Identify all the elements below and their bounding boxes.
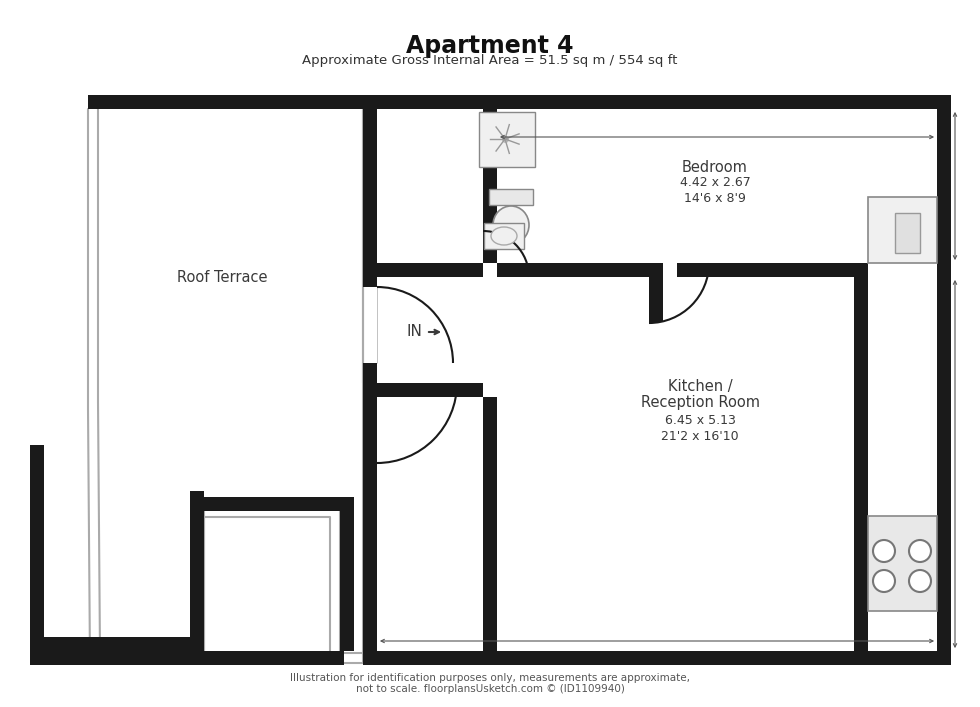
Bar: [88, 95, 363, 109]
Bar: [363, 363, 377, 665]
Bar: [377, 383, 483, 397]
Bar: [190, 491, 204, 651]
Text: Approximate Gross Internal Area = 51.5 sq m / 554 sq ft: Approximate Gross Internal Area = 51.5 s…: [302, 54, 678, 66]
Ellipse shape: [493, 206, 529, 244]
Text: Roof Terrace: Roof Terrace: [176, 269, 268, 284]
Bar: [363, 95, 951, 109]
Text: 6.45 x 5.13: 6.45 x 5.13: [664, 414, 735, 426]
Bar: [340, 506, 354, 651]
Bar: [479, 112, 535, 167]
Circle shape: [873, 570, 895, 592]
Bar: [30, 637, 190, 651]
Circle shape: [909, 570, 931, 592]
Bar: [363, 109, 377, 287]
Text: 4.42 x 2.67: 4.42 x 2.67: [679, 177, 751, 189]
Bar: [649, 277, 663, 322]
Bar: [937, 95, 951, 665]
Text: Kitchen /: Kitchen /: [667, 380, 732, 395]
Circle shape: [909, 540, 931, 562]
Circle shape: [873, 540, 895, 562]
Bar: [363, 651, 951, 665]
Text: 14'6 x 8'9: 14'6 x 8'9: [684, 192, 746, 206]
Text: Reception Room: Reception Room: [641, 395, 760, 411]
Bar: [895, 213, 920, 253]
Text: Apartment 4: Apartment 4: [407, 34, 573, 58]
Bar: [868, 197, 937, 263]
Bar: [489, 189, 533, 205]
Text: 21'2 x 16'10: 21'2 x 16'10: [662, 429, 739, 443]
Text: IN: IN: [406, 325, 421, 339]
Bar: [30, 651, 344, 665]
Text: Illustration for identification purposes only, measurements are approximate,: Illustration for identification purposes…: [290, 673, 690, 683]
Bar: [497, 263, 663, 277]
Bar: [677, 263, 854, 277]
Bar: [377, 263, 483, 277]
Bar: [484, 223, 524, 249]
Bar: [30, 445, 44, 665]
Text: Bedroom: Bedroom: [682, 160, 748, 175]
Bar: [190, 497, 354, 511]
Bar: [854, 263, 868, 665]
Bar: [483, 109, 497, 263]
Bar: [868, 516, 937, 611]
Bar: [483, 397, 497, 651]
Ellipse shape: [491, 227, 517, 245]
Text: not to scale. floorplansUsketch.com © (ID1109940): not to scale. floorplansUsketch.com © (I…: [356, 684, 624, 694]
